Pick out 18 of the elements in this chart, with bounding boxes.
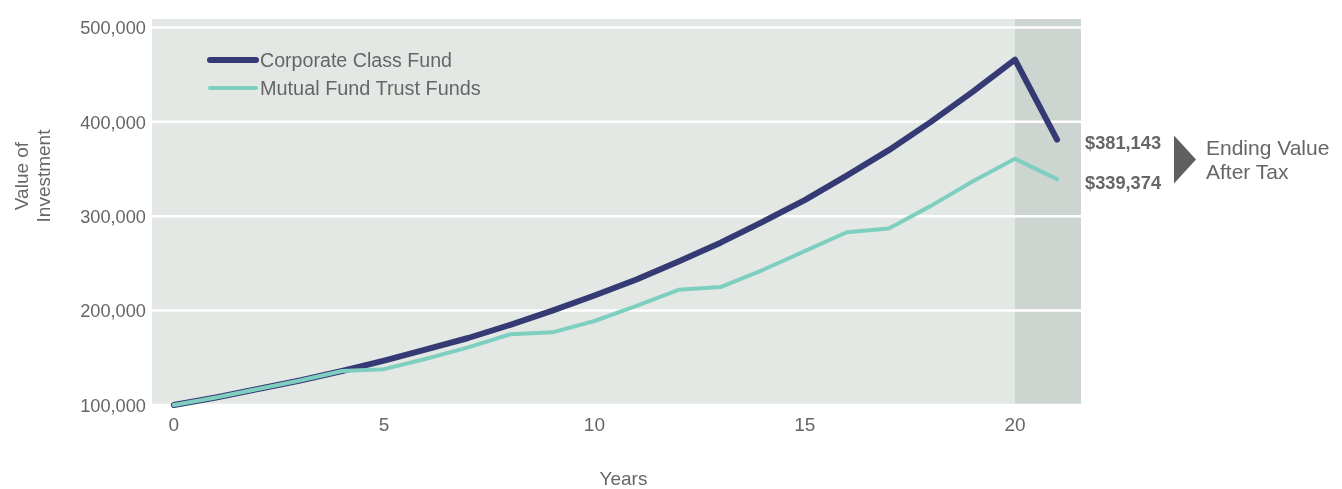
y-tick-label: 200,000 (80, 300, 149, 322)
x-axis-title: Years (599, 468, 648, 489)
x-tick-label: 10 (583, 414, 605, 435)
y-tick-label: 400,000 (80, 111, 149, 133)
y-tick-label: 100,000 (80, 394, 149, 416)
x-tick-label: 20 (1004, 414, 1026, 435)
x-tick-label: 15 (794, 414, 816, 435)
x-tick-label: 5 (378, 414, 390, 435)
legend-label: Mutual Fund Trust Funds (260, 77, 483, 99)
y-axis-title: Value of Investment (11, 128, 54, 223)
annotation: $381,143 (1085, 132, 1165, 154)
y-tick-label: 500,000 (80, 17, 149, 39)
x-tick-label: 0 (168, 414, 180, 435)
text: Ending Value After Tax (1206, 135, 1330, 183)
annotation: $339,374 (1085, 171, 1165, 193)
y-tick-label: 300,000 (80, 205, 149, 227)
line-series (171, 156, 1060, 407)
legend-label: Corporate Class Fund (260, 49, 456, 71)
